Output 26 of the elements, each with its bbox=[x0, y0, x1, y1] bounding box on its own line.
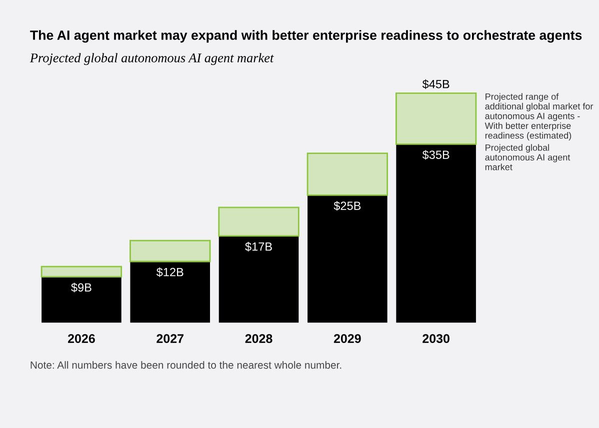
bar bbox=[308, 195, 388, 323]
x-tick-label: 2029 bbox=[334, 334, 361, 344]
data-label: $12B bbox=[156, 267, 184, 277]
x-tick-label: 2030 bbox=[422, 334, 450, 344]
bar bbox=[130, 261, 210, 323]
data-label: $35B bbox=[422, 150, 450, 160]
bar bbox=[396, 144, 476, 323]
x-tick-label: 2026 bbox=[68, 334, 95, 344]
bar bbox=[218, 236, 299, 323]
series-label: Projected global autonomous AI agent market bbox=[485, 144, 570, 170]
chart-title: The AI agent market may expand with better enterprise readiness to orchestrate agents bbox=[30, 30, 582, 43]
bar bbox=[42, 276, 122, 323]
data-label: $25B bbox=[334, 201, 361, 211]
x-tick-label: 2027 bbox=[156, 334, 184, 344]
bar bbox=[306, 152, 388, 196]
series-label: Projected range of additional global market for autonomous AI agents - With better enterprise readiness (estimated) bbox=[484, 93, 594, 140]
x-tick-label: 2028 bbox=[245, 334, 272, 344]
bar bbox=[130, 240, 211, 262]
bar bbox=[218, 206, 300, 237]
bar bbox=[40, 266, 122, 278]
chart-subtitle: Projected global autonomous AI agent market bbox=[30, 53, 274, 66]
bar bbox=[395, 92, 477, 145]
data-label: $9B bbox=[71, 282, 92, 292]
text: Note: All numbers have been rounded to the nearest whole number. bbox=[30, 361, 342, 369]
total-label: $45B bbox=[422, 79, 450, 89]
data-label: $17B bbox=[245, 242, 272, 252]
